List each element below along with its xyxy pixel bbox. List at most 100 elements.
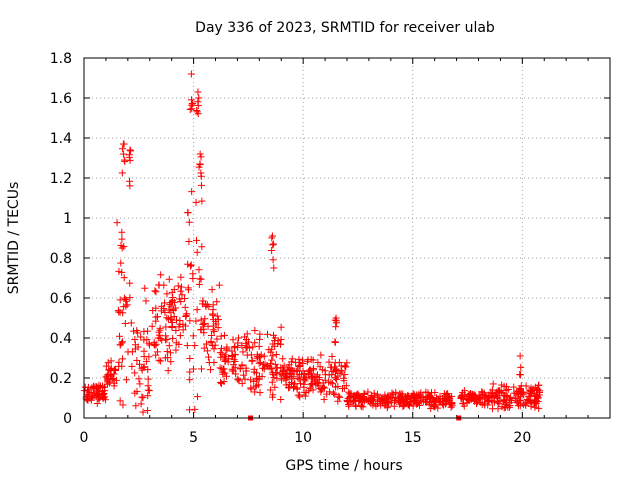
data-point: [533, 399, 541, 407]
data-point: [389, 390, 397, 398]
data-point: [193, 248, 201, 256]
data-point: [414, 399, 422, 407]
data-point: [277, 395, 285, 403]
data-point: [269, 241, 277, 249]
data-point: [138, 393, 146, 401]
data-point: [464, 392, 472, 400]
data-point: [163, 314, 171, 322]
data-point: [516, 387, 524, 395]
data-point: [179, 326, 187, 334]
data-point: [531, 403, 539, 411]
data-point: [119, 401, 127, 409]
x-tick-label: 5: [189, 430, 198, 446]
data-point: [110, 370, 118, 378]
data-point: [343, 359, 351, 367]
data-point: [108, 375, 116, 383]
data-point: [308, 370, 316, 378]
data-point: [500, 391, 508, 399]
data-point: [145, 353, 153, 361]
data-point: [494, 394, 502, 402]
data-point: [116, 341, 124, 349]
data-point: [136, 380, 144, 388]
data-point: [144, 382, 152, 390]
data-point: [517, 382, 525, 390]
data-point: [174, 282, 182, 290]
data-point: [248, 357, 256, 365]
data-point: [118, 244, 126, 252]
data-point: [251, 339, 259, 347]
data-point: [158, 336, 166, 344]
data-point: [334, 397, 342, 405]
data-point: [526, 387, 534, 395]
data-point: [458, 391, 466, 399]
data-point: [253, 374, 261, 382]
data-point: [197, 172, 205, 180]
data-point: [186, 376, 194, 384]
data-point: [192, 317, 200, 325]
data-point: [169, 305, 177, 313]
data-point: [250, 377, 258, 385]
data-point: [210, 345, 218, 353]
data-point: [335, 359, 343, 367]
data-point: [301, 392, 309, 400]
data-point: [85, 388, 93, 396]
data-point: [300, 388, 308, 396]
y-tick-label: 1: [63, 211, 72, 227]
data-point: [213, 298, 221, 306]
data-point: [501, 404, 509, 412]
data-point: [122, 302, 130, 310]
data-point: [329, 380, 337, 388]
y-tick-label: 0: [63, 411, 72, 427]
data-point: [470, 397, 478, 405]
data-point: [121, 320, 129, 328]
data-point: [230, 361, 238, 369]
grid-lines: [84, 58, 610, 418]
data-point: [229, 336, 237, 344]
y-axis-title: SRMTID / TECUs: [6, 182, 22, 295]
data-point: [301, 377, 309, 385]
data-point: [287, 370, 295, 378]
data-point: [167, 358, 175, 366]
data-point: [118, 228, 126, 236]
data-point: [209, 301, 217, 309]
data-point: [490, 393, 498, 401]
data-point: [413, 400, 421, 408]
data-point: [311, 377, 319, 385]
data-point: [213, 335, 221, 343]
data-point: [197, 181, 205, 189]
data-point: [177, 273, 185, 281]
data-point: [246, 344, 254, 352]
data-point: [186, 317, 194, 325]
data-point: [293, 385, 301, 393]
data-point: [187, 261, 195, 269]
data-point: [460, 402, 468, 410]
data-point: [140, 363, 148, 371]
data-point: [123, 301, 131, 309]
data-point: [269, 352, 277, 360]
data-point: [340, 374, 348, 382]
data-point: [502, 401, 510, 409]
data-point: [127, 147, 135, 155]
data-point: [134, 329, 142, 337]
data-point: [240, 371, 248, 379]
data-point: [170, 286, 178, 294]
data-point: [169, 294, 177, 302]
data-point: [315, 374, 323, 382]
data-point: [209, 326, 217, 334]
data-point: [103, 380, 111, 388]
y-tick-label: 0.4: [50, 331, 72, 347]
data-point: [204, 353, 212, 361]
data-point: [169, 334, 177, 342]
data-point: [177, 283, 185, 291]
data-point: [496, 387, 504, 395]
data-point: [189, 99, 197, 107]
data-point: [194, 102, 202, 110]
data-point: [294, 374, 302, 382]
data-point: [150, 338, 158, 346]
data-point: [195, 280, 203, 288]
data-point: [163, 290, 171, 298]
data-point: [231, 342, 239, 350]
data-point: [299, 360, 307, 368]
y-tick-label: 1.8: [50, 51, 72, 67]
